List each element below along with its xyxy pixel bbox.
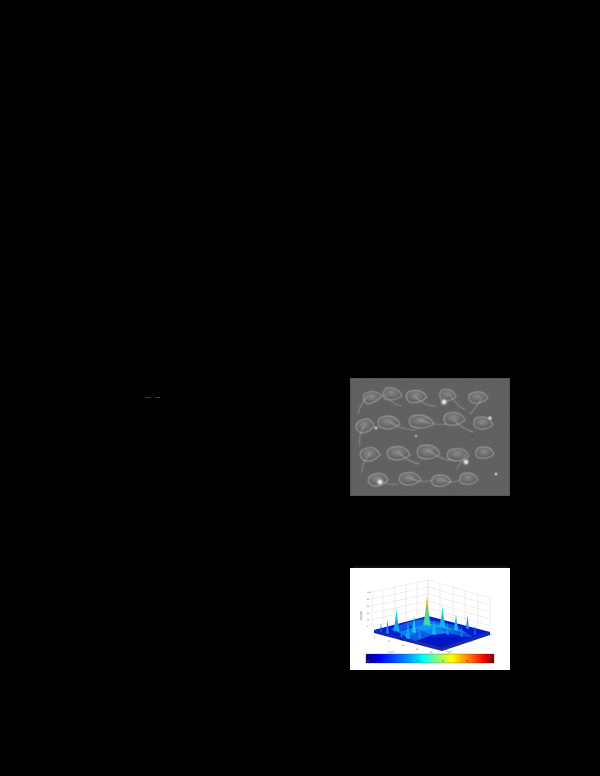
inline-link-2[interactable]: … <box>154 394 161 400</box>
svg-text:X (µm): X (µm) <box>388 652 395 654</box>
svg-text:40: 40 <box>417 661 420 663</box>
svg-text:80: 80 <box>466 661 469 663</box>
svg-text:60: 60 <box>470 641 473 643</box>
inline-link-1[interactable]: … <box>145 394 151 400</box>
svg-text:40: 40 <box>481 637 484 639</box>
surface-mesh <box>374 596 490 651</box>
svg-text:Intensity: Intensity <box>360 610 363 620</box>
svg-text:100: 100 <box>486 661 490 663</box>
svg-text:0: 0 <box>368 661 370 663</box>
svg-text:60: 60 <box>367 606 370 608</box>
surface-plot-figure: 100 80 60 40 20 0 Intensity 0 20 40 60 8… <box>350 568 510 670</box>
svg-text:20: 20 <box>367 620 370 622</box>
svg-text:0: 0 <box>367 626 369 628</box>
svg-text:100: 100 <box>444 649 448 651</box>
svg-text:20: 20 <box>388 641 391 643</box>
svg-text:80: 80 <box>430 652 433 654</box>
svg-text:80: 80 <box>367 599 370 601</box>
surface-peaks <box>380 596 476 641</box>
svg-text:Y (µm): Y (µm) <box>446 652 453 654</box>
surface-plot-canvas: 100 80 60 40 20 0 Intensity 0 20 40 60 8… <box>350 568 510 670</box>
z-axis-ticks: 100 80 60 40 20 0 <box>367 592 371 628</box>
z-axis-label: Intensity <box>360 610 363 620</box>
svg-text:80: 80 <box>458 645 461 647</box>
svg-text:20: 20 <box>391 661 394 663</box>
micrograph-canvas <box>350 378 510 496</box>
svg-text:60: 60 <box>442 661 445 663</box>
svg-text:20: 20 <box>490 634 493 636</box>
scan-residue-strip-top <box>353 566 508 568</box>
phase-contrast-micrograph <box>350 378 510 496</box>
colorbar: X (µm) Y (µm) 0 20 40 60 80 100 <box>365 652 495 664</box>
plot-axes <box>371 579 491 633</box>
svg-text:0: 0 <box>374 637 376 639</box>
svg-text:100: 100 <box>367 592 371 594</box>
inline-link-group: … … <box>145 394 161 401</box>
svg-text:60: 60 <box>416 649 419 651</box>
svg-text:40: 40 <box>402 645 405 647</box>
xy-axis-ticks: 0 20 40 60 80 100 80 60 40 20 <box>374 634 493 654</box>
svg-text:40: 40 <box>367 613 370 615</box>
